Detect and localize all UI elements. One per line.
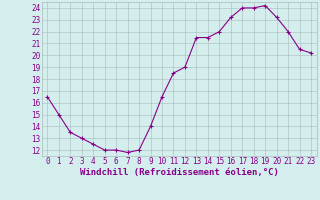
X-axis label: Windchill (Refroidissement éolien,°C): Windchill (Refroidissement éolien,°C) [80,168,279,177]
